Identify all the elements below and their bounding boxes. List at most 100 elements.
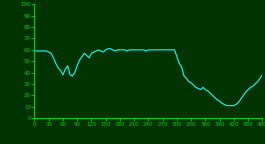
Point [132, 3, 136, 5]
Point [122, 117, 127, 119]
Point [203, 37, 207, 40]
Point [89, 94, 94, 96]
Point [85, 49, 89, 51]
Point [179, 94, 184, 96]
Point [208, 37, 212, 40]
Point [104, 83, 108, 85]
Point [61, 37, 65, 40]
Point [85, 37, 89, 40]
Point [251, 106, 255, 108]
Point [37, 49, 41, 51]
Point [170, 26, 174, 28]
Point [165, 83, 170, 85]
Point [70, 15, 74, 17]
Point [246, 26, 250, 28]
Point [85, 94, 89, 96]
Point [137, 106, 141, 108]
Point [80, 60, 84, 62]
Point [156, 26, 160, 28]
Point [194, 106, 198, 108]
Point [80, 3, 84, 5]
Point [85, 117, 89, 119]
Point [236, 83, 241, 85]
Point [65, 71, 70, 74]
Point [137, 94, 141, 96]
Point [246, 3, 250, 5]
Point [165, 26, 170, 28]
Point [142, 37, 146, 40]
Point [94, 60, 98, 62]
Point [37, 83, 41, 85]
Point [80, 15, 84, 17]
Point [108, 60, 113, 62]
Point [146, 3, 151, 5]
Point [89, 60, 94, 62]
Point [241, 37, 245, 40]
Point [151, 15, 155, 17]
Point [179, 37, 184, 40]
Point [170, 83, 174, 85]
Point [251, 83, 255, 85]
Point [198, 26, 203, 28]
Point [108, 83, 113, 85]
Point [246, 117, 250, 119]
Point [222, 60, 227, 62]
Point [156, 71, 160, 74]
Point [222, 94, 227, 96]
Point [56, 15, 60, 17]
Point [236, 37, 241, 40]
Point [170, 37, 174, 40]
Point [47, 37, 51, 40]
Point [99, 60, 103, 62]
Point [122, 83, 127, 85]
Point [194, 71, 198, 74]
Point [208, 106, 212, 108]
Point [241, 83, 245, 85]
Point [47, 3, 51, 5]
Point [232, 3, 236, 5]
Point [179, 15, 184, 17]
Point [241, 60, 245, 62]
Point [170, 49, 174, 51]
Point [246, 60, 250, 62]
Point [151, 71, 155, 74]
Point [255, 49, 260, 51]
Point [146, 117, 151, 119]
Point [146, 26, 151, 28]
Point [232, 106, 236, 108]
Point [236, 117, 241, 119]
Point [251, 26, 255, 28]
Point [146, 106, 151, 108]
Point [165, 3, 170, 5]
Point [142, 117, 146, 119]
Point [194, 83, 198, 85]
Point [189, 37, 193, 40]
Point [75, 83, 79, 85]
Point [255, 37, 260, 40]
Point [194, 49, 198, 51]
Point [132, 71, 136, 74]
Point [104, 26, 108, 28]
Point [113, 3, 117, 5]
Point [198, 94, 203, 96]
Point [260, 83, 264, 85]
Point [132, 106, 136, 108]
Point [94, 71, 98, 74]
Point [227, 15, 231, 17]
Point [118, 15, 122, 17]
Point [99, 37, 103, 40]
Point [42, 83, 46, 85]
Point [70, 106, 74, 108]
Point [170, 60, 174, 62]
Point [104, 60, 108, 62]
Point [89, 15, 94, 17]
Point [184, 37, 188, 40]
Point [94, 15, 98, 17]
Point [137, 49, 141, 51]
Point [184, 106, 188, 108]
Point [56, 60, 60, 62]
Point [198, 3, 203, 5]
Point [80, 49, 84, 51]
Point [156, 3, 160, 5]
Point [184, 71, 188, 74]
